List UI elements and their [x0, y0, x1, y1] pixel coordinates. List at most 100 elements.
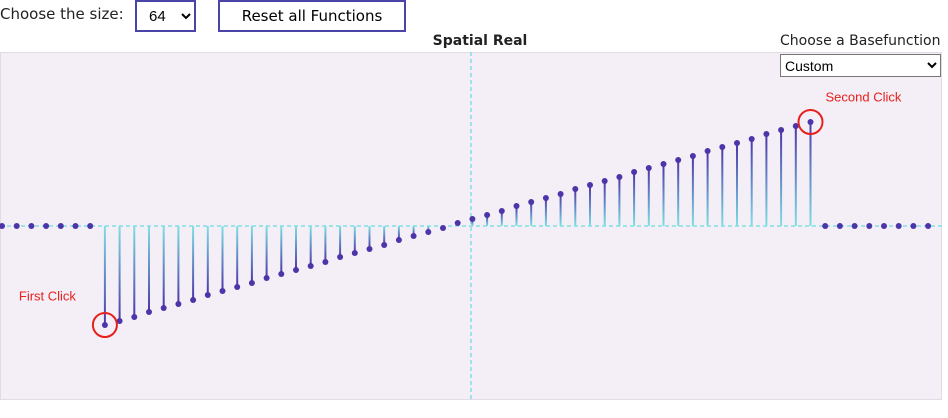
- stem-dot: [160, 305, 167, 311]
- stem-dot: [748, 136, 755, 142]
- stem-dot: [851, 223, 858, 229]
- stem-dot: [616, 174, 623, 180]
- stem: [618, 177, 621, 226]
- stem-dot: [13, 223, 20, 229]
- stem-dot: [572, 186, 579, 192]
- stem: [809, 122, 812, 226]
- stem-dot: [57, 223, 64, 229]
- stem-dot: [307, 263, 314, 269]
- stem-dot: [366, 246, 373, 252]
- basefunction-select[interactable]: Custom: [780, 54, 941, 77]
- stem: [765, 134, 768, 226]
- stem: [544, 198, 547, 226]
- stem: [677, 160, 680, 226]
- stem: [515, 206, 518, 226]
- stem-dot: [425, 229, 432, 235]
- stem: [706, 151, 709, 226]
- stem: [530, 202, 533, 226]
- stem-dot: [322, 259, 329, 265]
- reset-button[interactable]: Reset all Functions: [218, 0, 406, 32]
- stem-dot: [381, 242, 388, 248]
- stem-dot: [528, 199, 535, 205]
- stem-dot: [689, 153, 696, 159]
- stem-dot: [440, 225, 446, 231]
- stem-dot: [263, 275, 270, 281]
- stem: [486, 215, 489, 226]
- stem: [647, 168, 650, 226]
- stem: [574, 189, 577, 226]
- stem-dot: [484, 212, 491, 218]
- stem: [280, 226, 283, 274]
- basefunction-label: Choose a Basefunction: [780, 33, 941, 49]
- stem: [339, 226, 342, 257]
- stem-dot: [763, 131, 770, 137]
- stem-dot: [587, 182, 593, 188]
- stem: [206, 226, 209, 295]
- stem-dot: [925, 223, 932, 229]
- stem-dot: [278, 271, 285, 277]
- stem: [412, 226, 415, 236]
- stem-dot: [895, 223, 902, 229]
- stem-dot: [469, 216, 476, 222]
- stem-dot: [454, 220, 461, 226]
- stem: [662, 164, 665, 226]
- annotation: First Click: [19, 288, 77, 303]
- stem: [192, 226, 195, 300]
- stem-dot: [395, 237, 402, 243]
- stem: [236, 226, 239, 287]
- stem-dot: [719, 144, 726, 150]
- stem-dot: [72, 223, 79, 229]
- annotation: Second Click: [826, 89, 902, 104]
- stem-dot: [792, 123, 799, 129]
- stem-dot: [87, 223, 94, 229]
- stem-dot: [734, 140, 740, 146]
- stem: [133, 226, 136, 317]
- click-marker: [797, 109, 824, 135]
- stem: [736, 143, 738, 226]
- stem-dot: [43, 223, 50, 229]
- stem-dot: [778, 127, 785, 133]
- stem-dot: [601, 178, 608, 184]
- stem-dot: [836, 223, 843, 229]
- stem-dot: [337, 254, 344, 260]
- stem: [383, 226, 386, 245]
- stem: [500, 211, 503, 226]
- stem-dot: [0, 223, 5, 229]
- stem: [250, 226, 253, 283]
- stem: [353, 226, 356, 253]
- stem: [265, 226, 268, 278]
- stem: [794, 126, 797, 226]
- stem-dot: [660, 161, 667, 167]
- stem-dot: [822, 223, 829, 229]
- size-label: Choose the size:: [0, 5, 124, 23]
- stem: [148, 226, 150, 312]
- stem-dot: [645, 165, 652, 171]
- stem-dot: [866, 223, 873, 229]
- stem-dot: [219, 288, 226, 294]
- stem: [633, 172, 636, 226]
- stem: [559, 194, 562, 226]
- stem-dot: [675, 157, 682, 163]
- stem-dot: [881, 223, 887, 229]
- stem-dot: [498, 208, 505, 214]
- stem-dot: [704, 148, 711, 154]
- stem-dot: [513, 203, 520, 209]
- stem-dot: [234, 284, 241, 290]
- stem: [177, 226, 180, 304]
- stem-dot: [910, 223, 917, 229]
- stem: [471, 219, 474, 226]
- stem-dot: [116, 318, 123, 324]
- stem-dot: [28, 223, 35, 229]
- stem-dot: [204, 292, 211, 298]
- stem-dot: [557, 191, 564, 197]
- stem: [603, 181, 606, 226]
- stem: [103, 226, 106, 325]
- stem: [780, 130, 783, 226]
- stem-dot: [175, 301, 182, 307]
- stem-dot: [131, 314, 138, 320]
- size-select[interactable]: 64: [135, 0, 196, 32]
- stem: [589, 185, 591, 226]
- stem-dot: [101, 322, 108, 328]
- stem: [309, 226, 312, 266]
